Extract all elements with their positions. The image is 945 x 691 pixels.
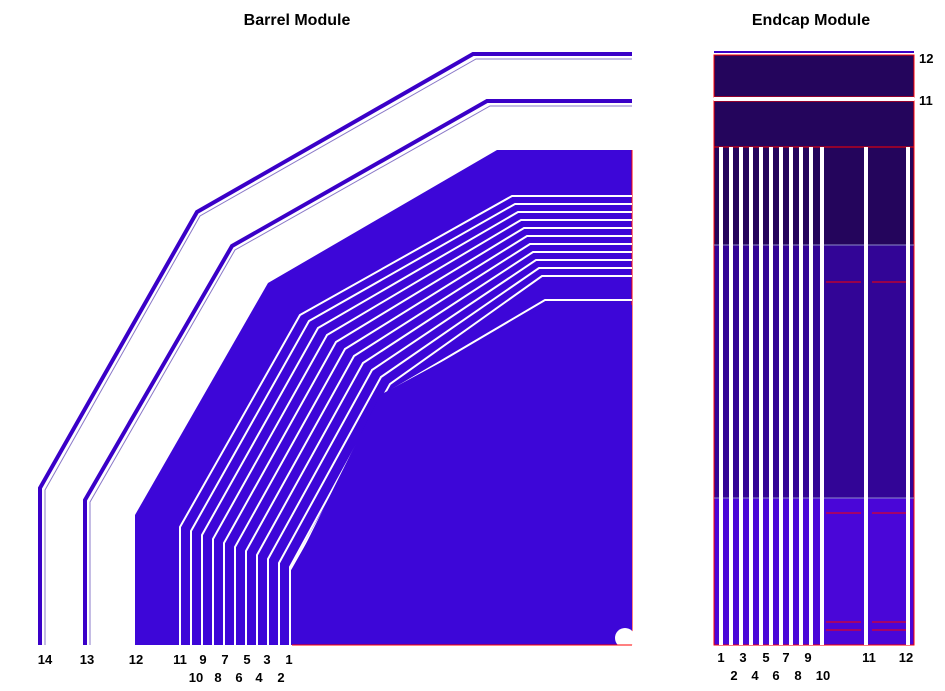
barrel-layer-line — [201, 211, 632, 645]
endcap-module-title: Endcap Module — [752, 12, 870, 29]
endcap-layer — [769, 147, 773, 645]
endcap-module: 12 11 1 3 5 7 9 11 12 2 4 6 8 10 — [713, 51, 933, 683]
endcap-layer — [820, 147, 824, 645]
barrel-bottom-labels: 14 13 12 11 9 7 5 3 1 10 8 6 4 2 — [38, 652, 293, 685]
endcap-label: 4 — [751, 668, 759, 683]
barrel-shell-13 — [83, 99, 632, 645]
barrel-layer-line — [212, 219, 632, 645]
endcap-lower-band — [714, 498, 914, 645]
endcap-label: 9 — [804, 650, 811, 665]
endcap-layer — [799, 147, 803, 645]
endcap-layer — [864, 147, 868, 645]
endcap-block-12 — [713, 54, 915, 98]
barrel-label: 13 — [80, 652, 94, 667]
endcap-mid-band — [714, 245, 914, 498]
barrel-layer-lines — [179, 195, 632, 645]
endcap-label: 6 — [772, 668, 779, 683]
barrel-label: 9 — [199, 652, 206, 667]
barrel-label: 7 — [221, 652, 228, 667]
endcap-label: 10 — [816, 668, 830, 683]
barrel-label: 11 — [173, 652, 187, 667]
endcap-layer — [729, 147, 733, 645]
barrel-label: 12 — [129, 652, 143, 667]
barrel-label: 6 — [235, 670, 242, 685]
endcap-label: 7 — [782, 650, 789, 665]
endcap-layer — [906, 147, 910, 645]
barrel-label: 1 — [285, 652, 292, 667]
endcap-layers — [719, 147, 910, 645]
barrel-label: 5 — [243, 652, 250, 667]
barrel-layer-line — [256, 251, 632, 645]
barrel-corner-notch — [615, 628, 635, 648]
barrel-layer-line — [179, 195, 632, 645]
endcap-body-outline — [713, 146, 915, 646]
barrel-inner-core — [292, 305, 632, 645]
endcap-label: 3 — [739, 650, 746, 665]
barrel-shell-14-inner — [44, 58, 632, 645]
endcap-layer — [739, 147, 743, 645]
endcap-label: 12 — [899, 650, 913, 665]
barrel-label: 10 — [189, 670, 203, 685]
endcap-separator — [714, 97, 914, 101]
barrel-label: 3 — [263, 652, 270, 667]
barrel-layer-line — [278, 267, 632, 645]
barrel-layer-line — [234, 235, 632, 645]
endcap-layer — [789, 147, 793, 645]
endcap-label: 2 — [730, 668, 737, 683]
endcap-label: 8 — [794, 668, 801, 683]
endcap-layer — [719, 147, 723, 645]
endcap-layer — [809, 147, 813, 645]
endcap-block-11 — [713, 100, 915, 148]
endcap-label: 11 — [862, 650, 876, 665]
barrel-shell-13-inner — [89, 105, 632, 645]
endcap-layer — [759, 147, 763, 645]
barrel-label: 2 — [277, 670, 284, 685]
barrel-label: 4 — [255, 670, 263, 685]
barrel-module: 14 13 12 11 9 7 5 3 1 10 8 6 4 2 — [38, 52, 635, 685]
endcap-bottom-labels: 1 3 5 7 9 11 12 2 4 6 8 10 — [717, 650, 913, 683]
endcap-layer — [749, 147, 753, 645]
endcap-label: 5 — [762, 650, 769, 665]
barrel-layer-line — [245, 243, 632, 645]
barrel-module-title: Barrel Module — [244, 12, 351, 29]
barrel-layer-line — [190, 203, 632, 645]
barrel-layer-line — [223, 227, 632, 645]
endcap-layer — [779, 147, 783, 645]
endcap-right-label: 12 — [919, 51, 933, 66]
barrel-shell-14 — [38, 52, 632, 645]
barrel-label: 8 — [214, 670, 221, 685]
endcap-right-label: 11 — [919, 93, 933, 108]
barrel-layer-line — [267, 259, 632, 645]
barrel-label: 14 — [38, 652, 53, 667]
endcap-label: 1 — [717, 650, 724, 665]
